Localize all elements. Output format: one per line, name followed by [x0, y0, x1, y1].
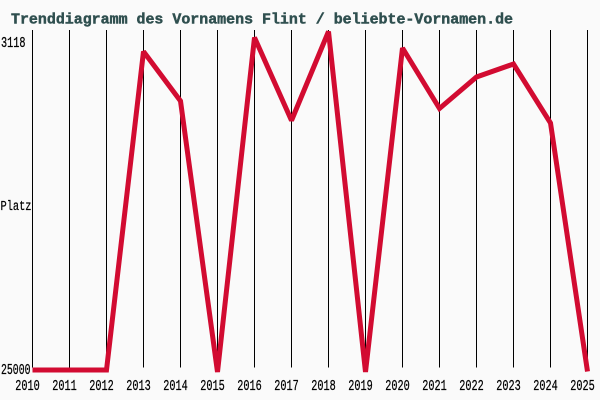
svg-text:2022: 2022 [459, 379, 484, 395]
svg-text:Trenddiagramm des Vornamens Fl: Trenddiagramm des Vornamens Flint / beli… [11, 13, 513, 29]
svg-text:2018: 2018 [311, 379, 336, 395]
svg-text:2020: 2020 [385, 379, 410, 395]
svg-text:2019: 2019 [348, 379, 373, 395]
svg-text:25000: 25000 [1, 363, 31, 379]
svg-text:Platz: Platz [1, 200, 32, 215]
svg-text:2010: 2010 [15, 379, 40, 395]
svg-text:2014: 2014 [163, 379, 188, 395]
svg-text:2013: 2013 [126, 379, 151, 395]
svg-text:2012: 2012 [89, 379, 114, 395]
svg-text:3118: 3118 [1, 36, 26, 52]
svg-text:2017: 2017 [274, 379, 299, 395]
svg-text:2016: 2016 [237, 379, 262, 395]
svg-text:2025: 2025 [570, 379, 595, 395]
svg-text:2023: 2023 [496, 379, 521, 395]
svg-text:2015: 2015 [200, 379, 225, 395]
svg-text:2021: 2021 [422, 379, 447, 395]
svg-text:2024: 2024 [533, 379, 558, 395]
svg-text:2011: 2011 [52, 379, 77, 395]
